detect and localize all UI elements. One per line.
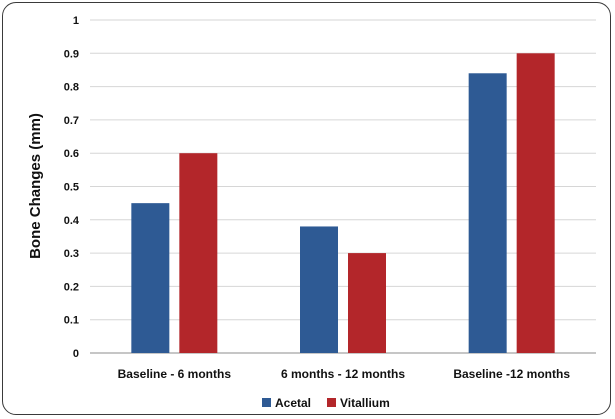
- y-tick-label: 0.2: [64, 281, 79, 293]
- y-tick-label: 0.9: [64, 48, 79, 60]
- y-tick-label: 1: [73, 15, 79, 27]
- y-tick-label: 0.5: [64, 182, 79, 194]
- bar-vitallium-1: [179, 153, 218, 353]
- bar-acetal-3: [468, 73, 507, 353]
- legend-label-vitallium: Vitallium: [340, 396, 390, 410]
- legend-swatch-vitallium: [327, 398, 336, 407]
- y-axis-label: Bone Changes (mm): [27, 113, 44, 259]
- y-tick-label: 0.8: [64, 82, 79, 94]
- gridlines: [90, 19, 596, 354]
- x-category-label: 6 months - 12 months: [281, 367, 405, 381]
- y-tick-label: 0.1: [64, 315, 79, 327]
- bar-vitallium-3: [516, 53, 555, 354]
- x-category-label: Baseline -12 months: [453, 367, 570, 381]
- legend: Acetal Vitallium: [262, 396, 390, 410]
- y-tick-label: 0.6: [64, 148, 79, 160]
- bar-acetal-1: [131, 203, 170, 353]
- y-tick-label: 0.4: [64, 215, 80, 227]
- y-tick-labels: 0 0.1 0.2 0.3 0.4 0.5 0.6 0.7 0.8 0.9 1: [64, 15, 80, 360]
- x-category-label: Baseline - 6 months: [118, 367, 232, 381]
- legend-swatch-acetal: [262, 398, 271, 407]
- y-tick-label: 0.3: [64, 248, 79, 260]
- legend-label-acetal: Acetal: [275, 396, 311, 410]
- y-tick-label: 0: [73, 348, 79, 360]
- x-category-labels: Baseline - 6 months 6 months - 12 months B…: [118, 367, 571, 381]
- y-tick-label: 0.7: [64, 115, 79, 127]
- bar-vitallium-2: [348, 253, 386, 353]
- bars: [131, 53, 555, 354]
- bar-acetal-2: [300, 226, 338, 353]
